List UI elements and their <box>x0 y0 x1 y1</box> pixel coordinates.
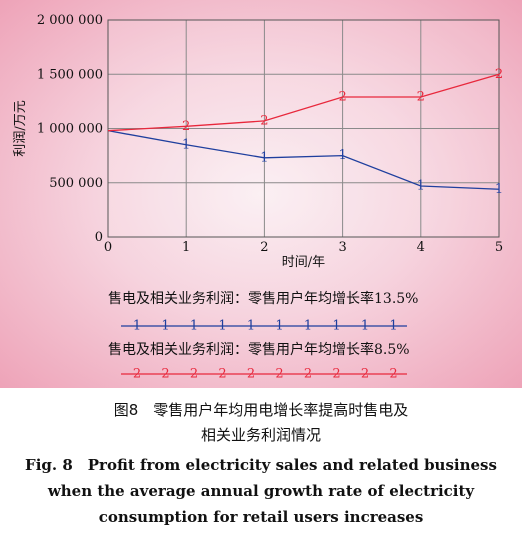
grid <box>107 19 500 238</box>
legend-marker-1: 1 <box>161 319 169 334</box>
series-line-1 <box>107 130 500 190</box>
series-2-point: 2 <box>495 67 503 82</box>
legend-marker-2: 2 <box>389 367 397 382</box>
chart-figure: 0 500 000 1 000 000 1 500 000 2 000 000 0 1 2 3 4… <box>0 0 522 388</box>
legend-marker-1: 1 <box>247 319 255 334</box>
axes: 0 500 000 1 000 000 1 500 000 2 000 000 0 1 2 3 4… <box>13 13 503 270</box>
legend-marker-2: 2 <box>133 367 141 382</box>
series-line-2 <box>107 73 500 132</box>
x-tick-label: 3 <box>338 240 346 255</box>
x-axis-title: 时间/年 <box>282 255 325 270</box>
caption-en-line-2: when the average annual growth rate of e… <box>47 482 475 500</box>
legend-marker-2: 2 <box>161 367 169 382</box>
legend-marker-2: 2 <box>218 367 226 382</box>
series-1-point: 1 <box>338 148 346 163</box>
series-2-point: 2 <box>182 119 190 134</box>
legend-marker-2: 2 <box>332 367 340 382</box>
x-tick-label: 1 <box>182 240 190 255</box>
legend-label-1: 售电及相关业务利润：零售用户年均增长率13.5% <box>108 290 418 307</box>
series-2-point: 2 <box>260 113 268 128</box>
figure-caption: 图8 零售用户年均用电增长率提高时售电及 相关业务利润情况 Fig. 8 Pro… <box>0 388 522 530</box>
y-tick-label: 500 000 <box>49 176 103 191</box>
series-2-point: 2 <box>338 90 346 105</box>
legend-marker-1: 1 <box>190 319 198 334</box>
y-tick-label: 0 <box>95 230 103 245</box>
legend-marker-2: 2 <box>304 367 312 382</box>
series: 1 1 1 1 1 2 2 2 2 2 <box>107 67 503 197</box>
legend-marker-1: 1 <box>332 319 340 334</box>
y-tick-label: 1 500 000 <box>37 67 103 82</box>
x-tick-label: 5 <box>495 240 503 255</box>
caption-en-line-1: Fig. 8 Profit from electricity sales and… <box>25 456 497 474</box>
legend-marker-1: 1 <box>218 319 226 334</box>
legend-marker-1: 1 <box>361 319 369 334</box>
legend-marker-2: 2 <box>190 367 198 382</box>
legend-marker-1: 1 <box>275 319 283 334</box>
legend-marker-1: 1 <box>133 319 141 334</box>
line-chart: 0 500 000 1 000 000 1 500 000 2 000 000 0 1 2 3 4… <box>13 13 503 382</box>
legend-marker-1: 1 <box>389 319 397 334</box>
legend-marker-2: 2 <box>361 367 369 382</box>
y-tick-label: 1 000 000 <box>37 122 103 137</box>
x-tick-label: 0 <box>104 240 112 255</box>
legend: 售电及相关业务利润：零售用户年均增长率13.5% 1 1 1 1 1 1 1 1 1 1 售电及相关业… <box>108 290 418 382</box>
series-1-point: 1 <box>417 179 425 194</box>
series-1-point: 1 <box>182 137 190 152</box>
caption-cn-line-2: 相关业务利润情况 <box>200 426 321 444</box>
plot-frame <box>107 19 500 238</box>
legend-marker-1: 1 <box>304 319 312 334</box>
caption-cn-line-1: 图8 零售用户年均用电增长率提高时售电及 <box>113 401 409 419</box>
series-1-point: 1 <box>260 150 268 165</box>
caption-en-line-3: consumption for retail users increases <box>98 508 424 526</box>
legend-marker-2: 2 <box>247 367 255 382</box>
legend-label-2: 售电及相关业务利润：零售用户年均增长率8.5% <box>108 341 410 358</box>
legend-marker-2: 2 <box>275 367 283 382</box>
y-tick-label: 2 000 000 <box>37 13 103 28</box>
x-tick-label: 4 <box>417 240 425 255</box>
y-axis-title: 利润/万元 <box>13 100 28 156</box>
series-1-point: 1 <box>495 182 503 197</box>
x-tick-label: 2 <box>260 240 268 255</box>
series-2-point: 2 <box>417 90 425 105</box>
